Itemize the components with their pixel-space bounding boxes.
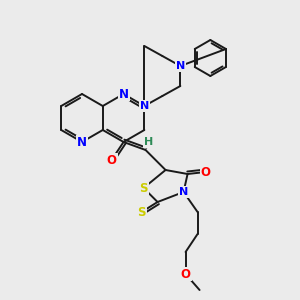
Text: H: H [144, 137, 153, 147]
Text: N: N [118, 88, 129, 100]
Text: N: N [140, 101, 149, 111]
Text: S: S [137, 206, 146, 218]
Text: N: N [176, 61, 185, 71]
Text: N: N [179, 187, 188, 197]
Text: O: O [181, 268, 190, 281]
Text: N: N [77, 136, 87, 148]
Text: S: S [139, 182, 148, 194]
Text: O: O [106, 154, 117, 166]
Text: O: O [201, 166, 211, 178]
